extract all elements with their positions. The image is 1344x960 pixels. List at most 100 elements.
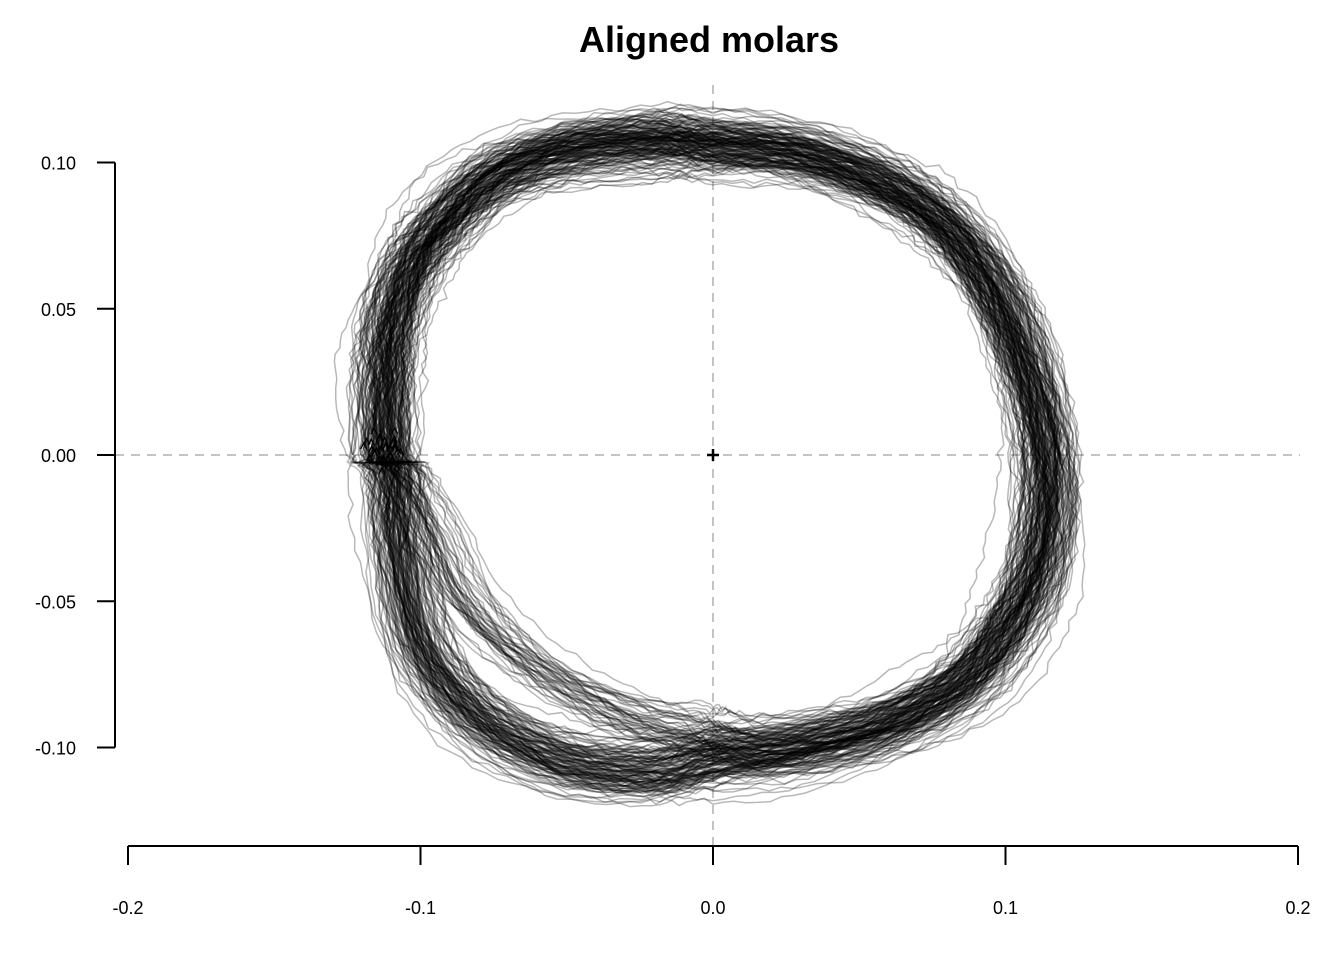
outline-path [359, 137, 1074, 764]
start-point-marker [370, 448, 379, 457]
outline-path [380, 136, 1049, 783]
outline-path [399, 135, 1032, 760]
outline-path [372, 152, 1055, 776]
outline-path [377, 103, 1040, 799]
outline-path [367, 138, 1054, 789]
outline-path [384, 116, 1036, 790]
outline-path [367, 161, 1065, 757]
outline-path [370, 107, 1065, 786]
outline-path [375, 146, 1049, 754]
outline-path [365, 135, 1072, 768]
outline-path [380, 118, 1052, 777]
outline-path [411, 131, 1022, 759]
outline-path [383, 137, 1030, 775]
x-tick-label: -0.1 [405, 898, 436, 918]
outline-path [379, 128, 1059, 776]
outline-path [371, 120, 1053, 756]
start-point-marker [382, 441, 390, 450]
outline-path [373, 131, 1047, 779]
outline-path [371, 149, 1045, 775]
outline-path [387, 160, 1052, 793]
outline-path [367, 127, 1054, 755]
start-point-marker [391, 426, 399, 435]
outline-path [389, 116, 1034, 772]
outline-path [367, 127, 1044, 781]
x-tick-label: 0.0 [700, 898, 725, 918]
outline-path [364, 131, 1073, 751]
start-point-marker [375, 432, 384, 441]
outline-path [388, 124, 1040, 768]
outline-path [391, 125, 1033, 748]
outline-path [397, 133, 1034, 784]
y-tick-label: -0.05 [35, 592, 76, 612]
outline-path [349, 134, 1063, 738]
outline-path [388, 135, 1048, 772]
outline-path [377, 134, 1059, 791]
outline-path [374, 129, 1069, 752]
outline-path [394, 140, 1038, 769]
outline-path [370, 152, 1067, 761]
outline-path [354, 123, 1081, 794]
outline-path [387, 119, 1025, 805]
start-point-marker [372, 446, 381, 455]
outline-path [400, 105, 1026, 808]
outline-path [401, 129, 1053, 744]
outline-path [373, 144, 1058, 740]
outline-path [362, 125, 1054, 752]
outline-path [387, 135, 1044, 769]
outline-path [387, 150, 1050, 759]
start-point-marker [391, 443, 399, 452]
outline-path [384, 163, 1039, 762]
outline-path [382, 124, 1057, 776]
outline-path [380, 143, 1050, 757]
start-point-marker [370, 426, 378, 435]
outline-path [387, 146, 1026, 765]
outline-path [396, 122, 1034, 789]
outline-path [333, 147, 1072, 755]
outline-path [359, 169, 1080, 754]
outline-path [387, 133, 1049, 768]
y-tick-label: 0.00 [41, 446, 76, 466]
outline-path [383, 131, 1047, 754]
outline-path [388, 130, 1058, 779]
outline-path [386, 141, 1051, 794]
outline-path [348, 126, 1086, 758]
outline-path [389, 146, 1057, 749]
outline-path [378, 137, 1052, 768]
outline-path [374, 134, 1059, 761]
outline-path [383, 134, 1051, 783]
outline-path [362, 149, 1069, 771]
outline-path [366, 138, 1059, 749]
outline-series [333, 100, 1086, 808]
outline-path [371, 139, 1059, 776]
outline-path [387, 125, 1048, 783]
outline-path [395, 154, 1027, 742]
outline-path [379, 157, 1061, 746]
x-tick-label: -0.2 [112, 898, 143, 918]
outline-path [377, 153, 1065, 761]
outline-path [408, 113, 1020, 793]
outline-path [383, 157, 1044, 742]
outline-path [375, 136, 1075, 762]
outline-path [361, 151, 1070, 742]
outline-path [390, 134, 1043, 779]
outline-path [357, 139, 1067, 725]
outline-path [399, 148, 1031, 740]
outline-path [392, 127, 1052, 786]
outline-path [384, 145, 1040, 755]
outline-path [390, 139, 1052, 781]
outline-path [396, 139, 1027, 778]
outline-path [354, 146, 1074, 765]
outline-path [390, 140, 1051, 772]
outline-path [392, 118, 1041, 782]
y-tick-label: 0.05 [41, 300, 76, 320]
outline-path [366, 143, 1077, 724]
outline-path [352, 122, 1055, 754]
outline-path [372, 151, 1061, 740]
outline-path [396, 133, 1036, 774]
outline-path [367, 140, 1058, 777]
outline-path [378, 126, 1045, 789]
outline-path [373, 121, 1060, 763]
outline-path [375, 135, 1061, 763]
outline-path [398, 131, 1048, 773]
